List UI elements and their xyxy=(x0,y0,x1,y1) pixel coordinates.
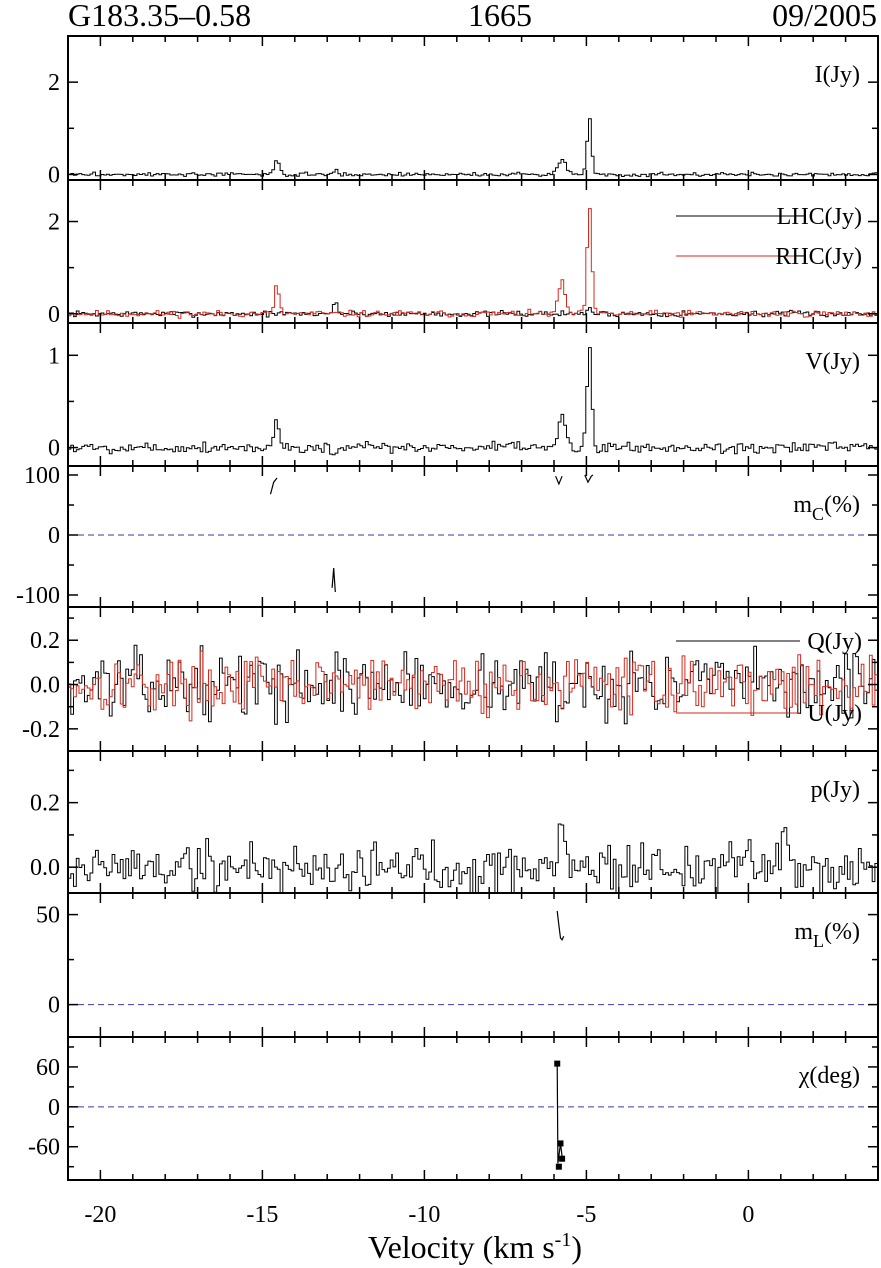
y-tick-label: 0 xyxy=(48,993,60,1019)
data-marker xyxy=(555,1163,562,1170)
plot-area xyxy=(554,1060,566,1170)
panel-chi: 60 0 -60 χ(deg) xyxy=(28,1036,879,1181)
legend-label: RHC(Jy) xyxy=(775,244,862,270)
legend-label: U(Jy) xyxy=(807,701,862,727)
legend-entry: RHC(Jy) xyxy=(676,244,862,270)
series-p xyxy=(68,823,878,893)
data-marker xyxy=(554,1060,561,1067)
panels-group: 02 I(Jy)02 LHC(Jy)RHC(Jy)01 V(Jy)1000-100mC… xyxy=(16,35,879,1181)
y-tick-label: 0 xyxy=(48,523,60,549)
panel-frame xyxy=(67,1036,879,1181)
x-tick-label: 0 xyxy=(742,1202,754,1228)
panel-frame xyxy=(67,892,879,1038)
panel-label-mL: mL(%) xyxy=(794,919,860,951)
y-tick-label: 0.2 xyxy=(30,791,60,817)
panel-mc: 100 0 -100 mC(%) xyxy=(16,463,879,609)
plot-area xyxy=(68,208,878,319)
plot-area xyxy=(68,823,878,893)
y-tick-label: -100 xyxy=(16,583,60,609)
frequency-label: 1665 xyxy=(468,0,532,33)
data-marker xyxy=(557,1140,564,1147)
y-tick-label: 2 xyxy=(48,210,60,236)
panel-frame xyxy=(67,35,879,181)
data-marker xyxy=(559,1155,566,1162)
x-tick-label: -10 xyxy=(408,1202,440,1228)
y-tick-label: -0.2 xyxy=(22,717,60,743)
legend-entry: U(Jy) xyxy=(676,701,862,727)
series-ujy xyxy=(68,650,878,722)
series-lhcjy xyxy=(68,302,878,318)
epoch-label: 09/2005 xyxy=(772,0,877,33)
panel-label-I: I(Jy) xyxy=(815,62,860,88)
legend-label: Q(Jy) xyxy=(807,629,862,655)
y-tick-label: 0 xyxy=(48,436,60,462)
data-segment xyxy=(555,475,563,486)
plot-area xyxy=(556,910,565,941)
velocity-axis: -20 -15 -10 -5 0 xyxy=(84,1202,754,1228)
x-tick-label: -15 xyxy=(246,1202,278,1228)
panel-label-mc: mC(%) xyxy=(793,492,860,524)
y-tick-label: 0 xyxy=(48,162,60,188)
data-segment xyxy=(331,567,336,593)
series-v xyxy=(68,347,878,456)
series-rhcjy xyxy=(68,208,878,319)
y-tick-label: 1 xyxy=(48,343,60,369)
source-name: G183.35–0.58 xyxy=(68,0,251,33)
x-tick-label: -5 xyxy=(576,1202,596,1228)
plot-area xyxy=(68,347,878,456)
legend-entry: LHC(Jy) xyxy=(676,204,862,230)
panel-mL: 50 0 mL(%) xyxy=(36,892,879,1038)
panel-I: 0 2 I(Jy) xyxy=(48,35,879,188)
y-tick-label: 0.2 xyxy=(30,628,60,654)
data-segment xyxy=(556,1063,565,1164)
panel-label-V: V(Jy) xyxy=(805,349,860,375)
y-tick-label: 0 xyxy=(48,1095,60,1121)
panel-LHC_RHC: 0 2 LHC(Jy) RHC(Jy) xyxy=(48,179,879,328)
panel-frame xyxy=(67,465,879,608)
y-tick-label: -60 xyxy=(28,1135,60,1161)
plot-area xyxy=(68,644,878,725)
plot-area xyxy=(68,118,878,178)
y-tick-label: 50 xyxy=(36,903,60,929)
y-tick-label: 2 xyxy=(48,70,60,96)
y-tick-label: 0 xyxy=(48,302,60,328)
series-i xyxy=(68,118,878,178)
panel-V: 0 1 V(Jy) xyxy=(48,322,879,467)
panel-frame xyxy=(67,179,879,324)
data-segment xyxy=(556,910,565,941)
y-tick-label: 60 xyxy=(36,1055,60,1081)
panel-frame xyxy=(67,322,879,467)
data-segment xyxy=(584,474,594,484)
data-segment xyxy=(269,477,278,495)
x-tick-label: -20 xyxy=(84,1202,116,1228)
panel-QU: 0.2 0.0 -0.2 Q(Jy) U(Jy) xyxy=(22,606,879,752)
y-tick-label: 0.0 xyxy=(30,673,60,699)
plot-area xyxy=(269,474,594,593)
y-tick-label: 0.0 xyxy=(30,855,60,881)
panel-label-chi: χ(deg) xyxy=(798,1063,860,1089)
legend-entry: Q(Jy) xyxy=(676,629,862,655)
legend-label: LHC(Jy) xyxy=(777,204,862,230)
velocity-axis-title: Velocity (km s-1) xyxy=(368,1229,582,1265)
panel-label-p: p(Jy) xyxy=(811,777,860,803)
panel-p: 0.2 0.0 p(Jy) xyxy=(30,750,879,894)
y-tick-label: 100 xyxy=(24,463,60,489)
